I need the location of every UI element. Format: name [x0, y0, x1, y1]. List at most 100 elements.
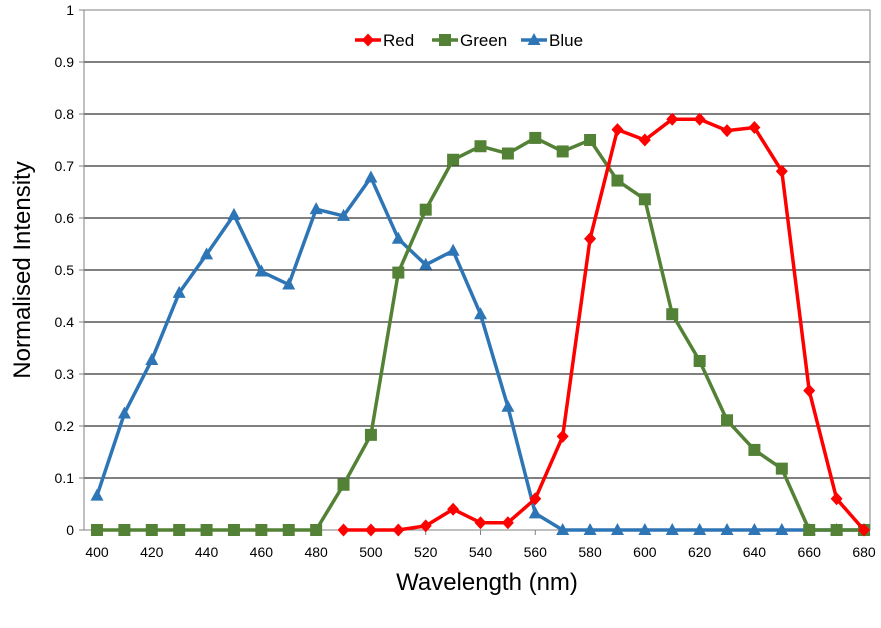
data-point-red: [638, 133, 651, 147]
y-tick-label: 0.4: [55, 314, 75, 330]
data-point-green: [748, 443, 761, 456]
x-tick-label: 620: [688, 544, 712, 560]
data-point-blue: [200, 247, 214, 260]
data-point-blue: [474, 307, 487, 320]
data-point-red: [666, 112, 679, 126]
data-point-red: [419, 519, 432, 533]
data-point-green: [282, 524, 295, 536]
data-point-blue: [747, 523, 761, 535]
data-point-red: [693, 112, 706, 126]
data-point-green: [721, 414, 734, 427]
x-tick-label: 640: [743, 544, 767, 560]
data-point-blue: [282, 277, 296, 290]
data-point-blue: [117, 406, 131, 419]
series-line-green: [97, 136, 864, 532]
x-tick-label: 560: [524, 544, 548, 560]
data-point-red: [447, 502, 460, 516]
y-tick-label: 0.6: [55, 210, 75, 226]
series-red: [337, 112, 870, 537]
y-tick-label: 0.8: [55, 106, 75, 122]
x-tick-label: 600: [633, 544, 657, 560]
data-point-green: [227, 524, 240, 536]
data-point-blue: [528, 506, 542, 519]
series-layer: [90, 112, 871, 537]
y-tick-label: 0.9: [55, 54, 75, 70]
legend-marker: [439, 34, 451, 46]
y-tick-label: 0: [66, 522, 74, 538]
x-axis-ticks: 400 420 440 460 480 500 520 540 560 580 600 620 640 6…: [85, 530, 876, 560]
data-point-blue: [145, 352, 159, 365]
y-tick-label: 0.3: [55, 366, 75, 382]
data-point-green: [529, 131, 542, 144]
y-tick-label: 0.1: [55, 470, 75, 486]
data-point-blue: [446, 243, 460, 256]
data-point-blue: [583, 523, 597, 535]
data-point-blue: [501, 399, 515, 412]
data-point-red: [556, 429, 569, 443]
legend-marker: [527, 33, 541, 45]
y-tick-label: 0.2: [55, 418, 75, 434]
data-point-red: [474, 516, 487, 530]
data-point-green: [392, 266, 405, 279]
y-axis-title: Normalised Intensity: [9, 161, 36, 378]
data-point-green: [337, 478, 350, 491]
data-point-green: [145, 524, 158, 536]
data-point-blue: [638, 523, 652, 535]
data-point-blue: [665, 523, 679, 535]
data-point-red: [858, 523, 870, 537]
x-tick-label: 540: [469, 544, 493, 560]
y-tick-label: 0.7: [55, 158, 75, 174]
data-point-blue: [419, 257, 433, 270]
data-point-green: [501, 147, 514, 160]
x-axis-title: Wavelength (nm): [396, 569, 578, 596]
data-point-blue: [720, 523, 734, 535]
data-point-blue: [254, 264, 268, 277]
data-point-blue: [227, 207, 241, 220]
data-point-green: [775, 462, 788, 475]
data-point-green: [200, 524, 213, 536]
data-point-green: [803, 524, 816, 536]
data-point-red: [830, 492, 843, 506]
data-point-blue: [364, 170, 378, 183]
x-tick-label: 680: [852, 544, 876, 560]
data-point-red: [392, 523, 405, 537]
y-tick-label: 0.5: [55, 262, 75, 278]
data-point-red: [775, 164, 788, 178]
data-point-green: [666, 308, 679, 321]
legend-marker: [362, 33, 374, 47]
x-tick-label: 660: [798, 544, 822, 560]
data-point-blue: [775, 523, 789, 535]
data-point-green: [310, 524, 323, 536]
data-point-red: [721, 124, 734, 138]
data-point-green: [584, 134, 597, 146]
legend-item-green: Green: [432, 31, 507, 50]
data-point-red: [584, 232, 597, 246]
data-point-green: [611, 174, 624, 187]
series-line-red: [343, 117, 866, 532]
data-point-green: [173, 524, 186, 536]
data-point-blue: [610, 523, 624, 535]
data-point-blue: [556, 523, 570, 535]
x-tick-label: 580: [578, 544, 602, 560]
legend-item-red: Red: [355, 31, 414, 50]
x-tick-label: 440: [195, 544, 219, 560]
data-point-red: [803, 384, 816, 398]
series-line-blue: [95, 175, 864, 532]
data-point-blue: [693, 523, 707, 535]
data-point-green: [255, 524, 268, 536]
y-axis-ticks: 0 0.1 0.2 0.3 0.4 0.5 0.6 0.7 0.8 0.9 1: [55, 2, 84, 538]
data-point-green: [556, 145, 569, 158]
y-tick-label: 1: [66, 2, 74, 18]
data-point-green: [693, 355, 706, 367]
data-point-green: [447, 153, 460, 166]
legend-item-blue: Blue: [521, 31, 583, 50]
data-point-green: [638, 193, 651, 206]
data-point-blue: [172, 285, 186, 298]
legend: Red Green Blue: [355, 31, 583, 50]
x-tick-label: 460: [250, 544, 274, 560]
series-blue: [90, 170, 871, 535]
data-point-blue: [309, 202, 323, 215]
legend-label: Red: [383, 31, 414, 50]
series-green: [91, 131, 870, 536]
